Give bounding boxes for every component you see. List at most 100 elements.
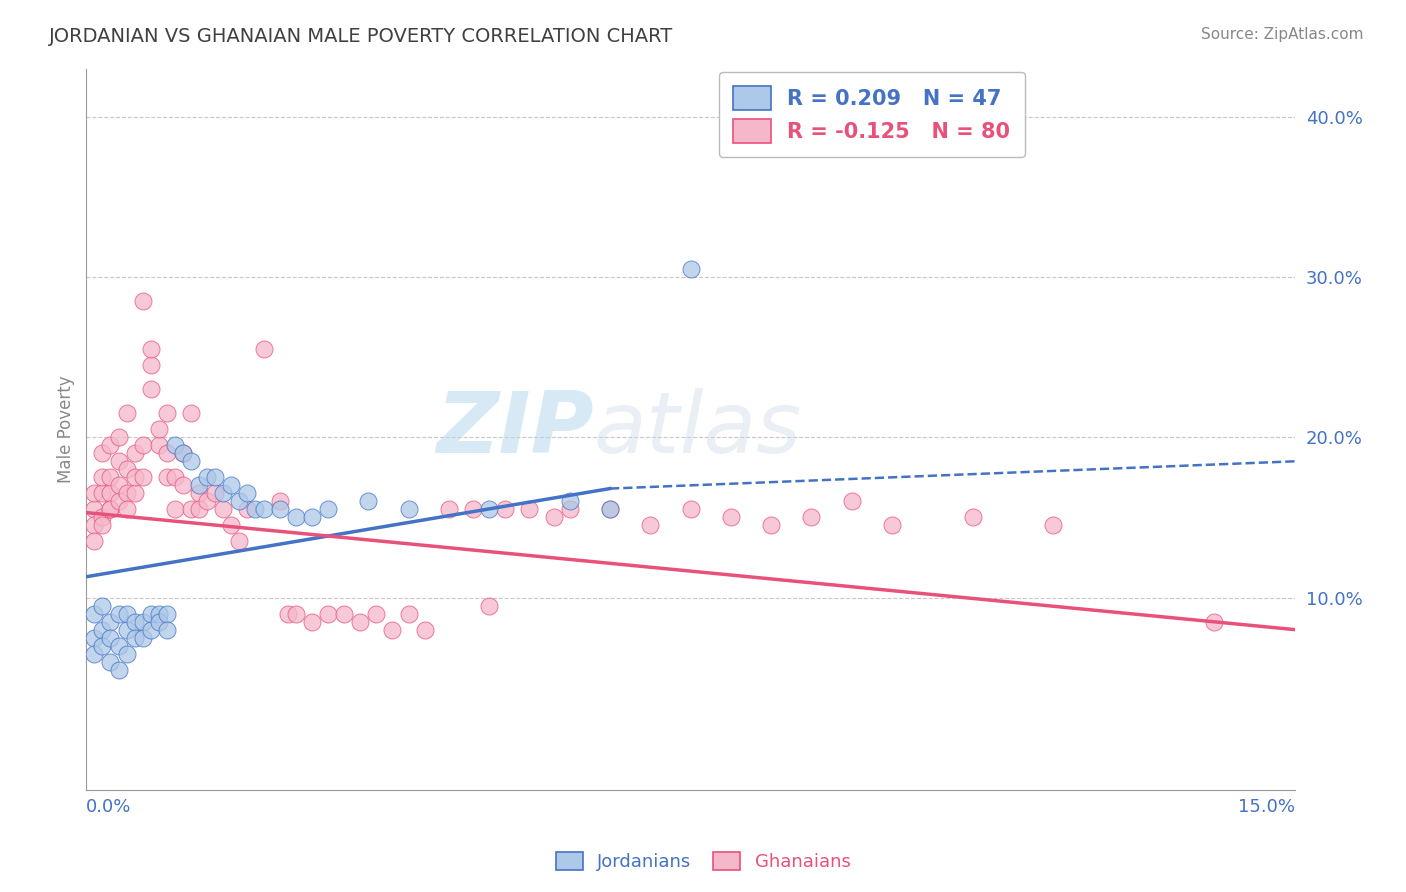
Point [124, 486, 146, 500]
Point [124, 615, 146, 629]
Point [398, 502, 420, 516]
Point [139, 358, 162, 372]
Point [962, 510, 984, 524]
Point [188, 486, 211, 500]
Point [83, 502, 105, 516]
Point [212, 486, 235, 500]
Point [124, 446, 146, 460]
Point [478, 502, 501, 516]
Point [83, 631, 105, 645]
Point [349, 615, 371, 629]
Point [221, 518, 243, 533]
Point [284, 607, 307, 621]
Point [115, 462, 138, 476]
Point [301, 615, 323, 629]
Point [115, 406, 138, 420]
Point [437, 502, 460, 516]
Point [841, 494, 863, 508]
Point [284, 510, 307, 524]
Point [366, 607, 388, 621]
Point [115, 623, 138, 637]
Point [228, 534, 250, 549]
Point [599, 502, 621, 516]
Point [156, 623, 179, 637]
Point [195, 494, 218, 508]
Point [195, 470, 218, 484]
Point [269, 494, 291, 508]
Point [720, 510, 742, 524]
Point [204, 486, 226, 500]
Point [139, 382, 162, 396]
Point [163, 502, 186, 516]
Legend: Jordanians, Ghanaians: Jordanians, Ghanaians [548, 845, 858, 879]
Point [107, 478, 129, 492]
Point [91, 623, 114, 637]
Point [83, 647, 105, 661]
Point [100, 631, 122, 645]
Point [800, 510, 823, 524]
Point [381, 623, 404, 637]
Point [236, 502, 259, 516]
Point [163, 438, 186, 452]
Point [107, 607, 129, 621]
Point [252, 502, 274, 516]
Point [519, 502, 541, 516]
Point [478, 599, 501, 613]
Point [221, 478, 243, 492]
Point [301, 510, 323, 524]
Point [148, 607, 170, 621]
Point [180, 406, 202, 420]
Point [139, 607, 162, 621]
Point [172, 478, 194, 492]
Point [83, 607, 105, 621]
Point [107, 639, 129, 653]
Point [316, 607, 339, 621]
Point [599, 502, 621, 516]
Point [156, 607, 179, 621]
Point [83, 534, 105, 549]
Point [156, 470, 179, 484]
Point [100, 615, 122, 629]
Point [100, 486, 122, 500]
Point [148, 422, 170, 436]
Legend: R = 0.209   N = 47, R = -0.125   N = 80: R = 0.209 N = 47, R = -0.125 N = 80 [718, 71, 1025, 157]
Point [107, 454, 129, 468]
Point [100, 470, 122, 484]
Point [139, 342, 162, 356]
Point [131, 631, 153, 645]
Point [357, 494, 380, 508]
Y-axis label: Male Poverty: Male Poverty [58, 376, 75, 483]
Point [131, 293, 153, 308]
Point [115, 607, 138, 621]
Text: Source: ZipAtlas.com: Source: ZipAtlas.com [1201, 27, 1364, 42]
Point [91, 470, 114, 484]
Point [398, 607, 420, 621]
Point [148, 438, 170, 452]
Point [236, 486, 259, 500]
Point [180, 454, 202, 468]
Point [91, 510, 114, 524]
Point [188, 502, 211, 516]
Point [115, 502, 138, 516]
Point [1204, 615, 1226, 629]
Point [156, 406, 179, 420]
Point [180, 502, 202, 516]
Point [107, 494, 129, 508]
Point [107, 663, 129, 677]
Point [131, 470, 153, 484]
Text: 0.0%: 0.0% [86, 797, 132, 815]
Point [1042, 518, 1064, 533]
Point [245, 502, 267, 516]
Point [163, 470, 186, 484]
Point [228, 494, 250, 508]
Point [91, 446, 114, 460]
Point [316, 502, 339, 516]
Point [124, 470, 146, 484]
Point [679, 502, 702, 516]
Point [100, 438, 122, 452]
Point [91, 518, 114, 533]
Point [269, 502, 291, 516]
Point [277, 607, 299, 621]
Point [107, 430, 129, 444]
Point [131, 615, 153, 629]
